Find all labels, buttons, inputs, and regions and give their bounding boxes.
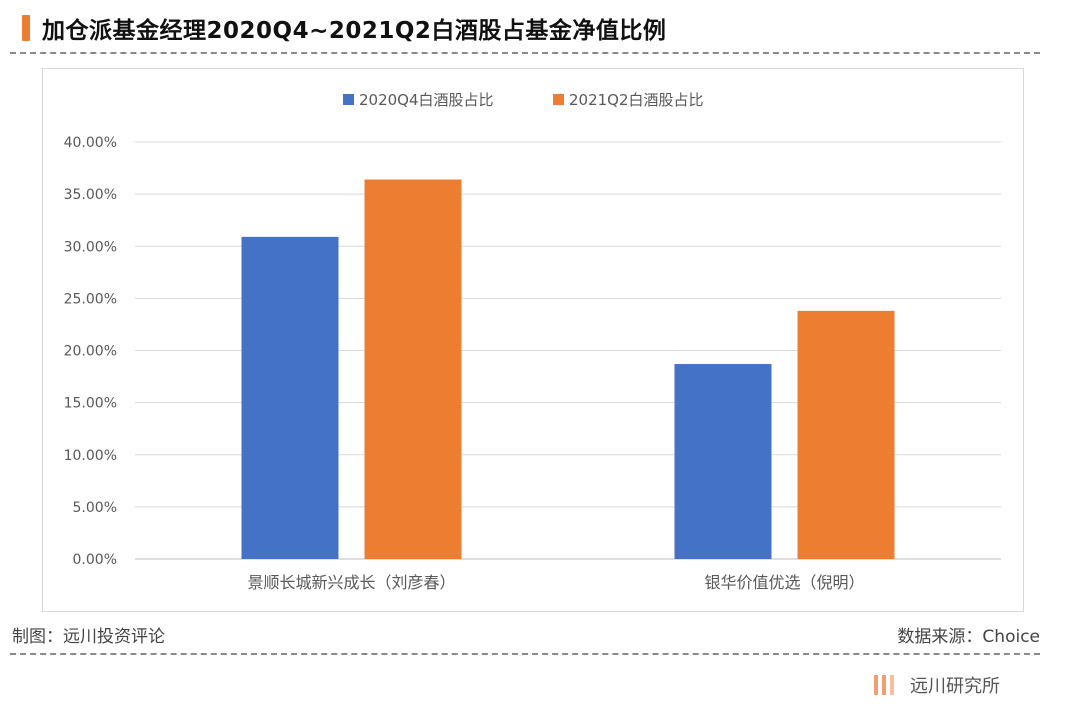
y-tick-label: 35.00%: [64, 187, 117, 203]
source-text: 数据来源：Choice: [897, 627, 1040, 647]
bottom-dashed-divider: [10, 653, 1040, 655]
chart-frame: 0.00% 5.00% 10.00% 15.00% 20.00% 25.00% 30.00%…: [42, 68, 1024, 612]
legend-swatch: [553, 94, 564, 105]
legend-label: 2021Q2白酒股占比: [569, 91, 704, 109]
title-bar: 加仓派基金经理2020Q4~2021Q2白酒股占基金净值比例: [22, 8, 666, 48]
y-tick-label: 40.00%: [64, 135, 117, 151]
brand-logo: 远川研究所: [874, 670, 1000, 700]
page-title: 加仓派基金经理2020Q4~2021Q2白酒股占基金净值比例: [42, 18, 667, 44]
x-tick-label: 景顺长城新兴成长（刘彦春）: [247, 573, 455, 592]
title-accent-marker: [22, 15, 30, 41]
brand-name: 远川研究所: [910, 676, 1000, 697]
bar: [364, 179, 462, 559]
legend-label: 2020Q4白酒股占比: [359, 91, 494, 109]
y-tick-label: 20.00%: [64, 344, 117, 360]
y-tick-label: 10.00%: [64, 448, 117, 464]
y-tick-label: 15.00%: [64, 396, 117, 412]
legend-swatch: [343, 94, 354, 105]
x-tick-label: 银华价值优选（倪明）: [704, 573, 864, 592]
y-tick-label: 25.00%: [64, 291, 117, 307]
credit-text: 制图：远川投资评论: [12, 627, 165, 647]
top-dashed-divider: [10, 52, 1040, 54]
y-tick-label: 30.00%: [64, 239, 117, 255]
bar: [797, 310, 895, 559]
bar: [241, 236, 339, 559]
bar-chart: 0.00% 5.00% 10.00% 15.00% 20.00% 25.00% 30.00%…: [64, 91, 1001, 592]
y-tick-label: 0.00%: [73, 552, 117, 568]
y-tick-label: 5.00%: [73, 500, 117, 516]
brand-bars-icon: [874, 675, 898, 695]
bar: [674, 364, 772, 559]
